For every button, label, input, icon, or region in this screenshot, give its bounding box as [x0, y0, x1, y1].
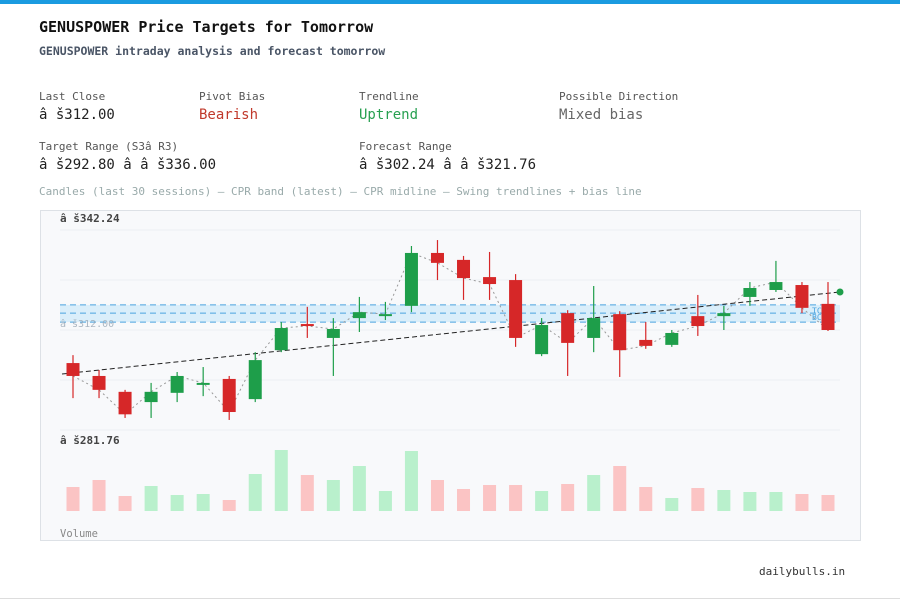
volume-bar — [821, 495, 835, 511]
volume-bar — [743, 492, 757, 511]
cpr-label: BC — [812, 313, 822, 322]
candle-body — [535, 325, 549, 355]
candle-body — [430, 252, 444, 263]
volume-bar — [66, 487, 80, 511]
volume-bar — [795, 494, 809, 511]
candle-body — [717, 313, 731, 317]
volume-bar — [170, 495, 184, 511]
candle-body — [144, 391, 158, 403]
footer: dailybulls.in — [759, 565, 846, 578]
candle-body — [639, 339, 653, 346]
volume-bar — [248, 474, 262, 511]
volume-bar — [378, 491, 392, 511]
candle-body — [691, 316, 705, 327]
stat-label: Trendline — [359, 90, 419, 103]
y-tick-label: â š281.76 — [60, 434, 120, 447]
volume-bar — [352, 466, 366, 511]
volume-bar — [535, 491, 549, 511]
candle-body — [378, 314, 392, 317]
volume-bar — [222, 500, 236, 511]
candle-body — [300, 324, 314, 327]
candle-body — [795, 285, 809, 308]
candle-body — [92, 375, 106, 390]
volume-bar — [691, 488, 705, 511]
stat-value: â š292.80 â â š336.00 — [39, 157, 217, 173]
chart-frame — [40, 210, 861, 541]
bottom-line — [0, 598, 900, 599]
y-tick-label: â š342.24 — [60, 212, 120, 225]
volume-bar — [404, 451, 418, 511]
reference-label: â š312.00 — [60, 318, 114, 330]
volume-bar — [300, 475, 314, 511]
volume-bar — [196, 494, 210, 511]
volume-bar — [639, 487, 653, 511]
bias-dot — [836, 288, 844, 296]
candle-body — [274, 328, 288, 351]
volume-bar — [509, 485, 523, 511]
volume-label: Volume — [60, 528, 98, 540]
candle-body — [196, 382, 210, 385]
candle-body — [613, 314, 627, 351]
stat-label: Target Range (S3â R3) — [39, 140, 179, 153]
volume-bar — [457, 489, 471, 511]
candle-body — [587, 318, 601, 338]
stat-value: Mixed bias — [559, 107, 644, 123]
volume-bar — [144, 486, 158, 511]
stat-label: Last Close — [39, 90, 106, 103]
top-bar — [0, 0, 900, 4]
candle-body — [326, 329, 340, 338]
volume-bar — [587, 475, 601, 511]
volume-bar — [561, 484, 575, 511]
candle-body — [769, 282, 783, 290]
volume-bar — [483, 485, 497, 511]
candle-body — [457, 259, 471, 279]
candle-body — [561, 313, 575, 343]
stat-value: â š312.00 — [39, 107, 115, 123]
trendline — [61, 291, 841, 375]
candle-body — [665, 332, 679, 345]
title: GENUSPOWER Price Targets for Tomorrow — [39, 18, 374, 36]
candle-body — [352, 312, 366, 319]
volume-bar — [274, 450, 288, 511]
candle-body — [509, 280, 523, 338]
candle-body — [404, 252, 418, 306]
stat-label: Possible Direction — [559, 90, 679, 103]
volume-bar — [665, 498, 679, 511]
candle-body — [66, 363, 80, 376]
volume-bar — [326, 480, 340, 511]
candle-body — [743, 288, 757, 297]
caption: Candles (last 30 sessions) – CPR band (l… — [39, 185, 642, 198]
volume-bar — [717, 490, 731, 511]
candle-body — [118, 391, 132, 415]
stat-value: Bearish — [199, 107, 259, 123]
candle-body — [483, 277, 497, 285]
cpr-label: TC — [812, 306, 822, 315]
volume-bar — [118, 496, 132, 511]
volume-bar — [430, 480, 444, 511]
candle-body — [170, 375, 184, 393]
volume-bar — [92, 480, 106, 511]
candle-body — [821, 303, 835, 330]
stat-label: Pivot Bias — [199, 90, 266, 103]
stat-label: Forecast Range — [359, 140, 452, 153]
candle-body — [248, 360, 262, 400]
volume-bar — [769, 492, 783, 511]
subtitle: GENUSPOWER intraday analysis and forecas… — [39, 44, 386, 58]
stat-value: Uptrend — [359, 107, 419, 123]
volume-bar — [613, 466, 627, 511]
stat-value: â š302.24 â â š321.76 — [359, 157, 537, 173]
candle-body — [222, 378, 236, 413]
